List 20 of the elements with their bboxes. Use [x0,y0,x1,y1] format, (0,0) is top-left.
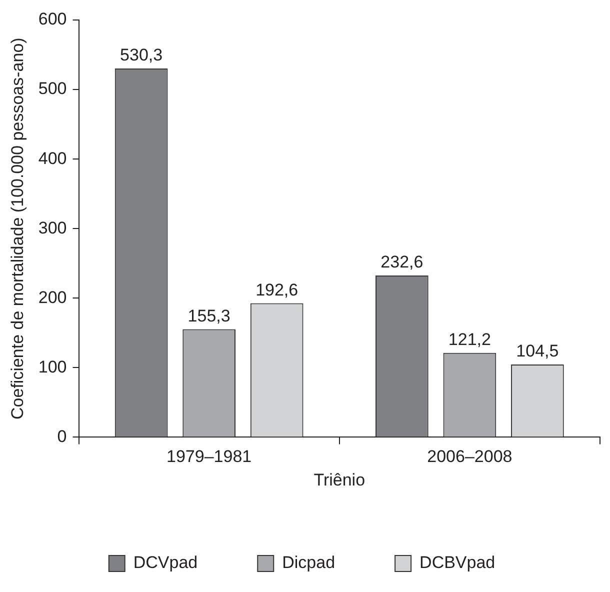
legend-label: Dicpad [282,553,336,572]
y-tick-label: 400 [38,148,67,168]
x-tick-label: 2006–2008 [427,447,512,466]
legend-label: DCVpad [133,553,198,572]
data-label: 155,3 [188,306,230,326]
y-tick-label: 100 [38,357,67,376]
y-tick-label: 500 [38,79,67,98]
y-tick-label: 0 [57,426,67,446]
legend-label: DCBVpad [420,553,496,572]
data-label: 121,2 [448,330,491,350]
data-label: 192,6 [256,280,298,300]
y-tick-label: 200 [38,288,67,307]
x-tick-label: 1979–1981 [166,447,252,466]
data-label: 104,5 [516,342,559,361]
y-tick-label: 300 [38,218,67,238]
data-label: 232,6 [380,252,424,272]
y-tick-label: 600 [38,10,67,29]
data-label: 530,3 [120,46,163,65]
x-axis-title: Triênio [314,470,366,490]
y-axis-title: Coeficiente de mortalidade (100.000 pessoas-ano) [8,38,27,420]
